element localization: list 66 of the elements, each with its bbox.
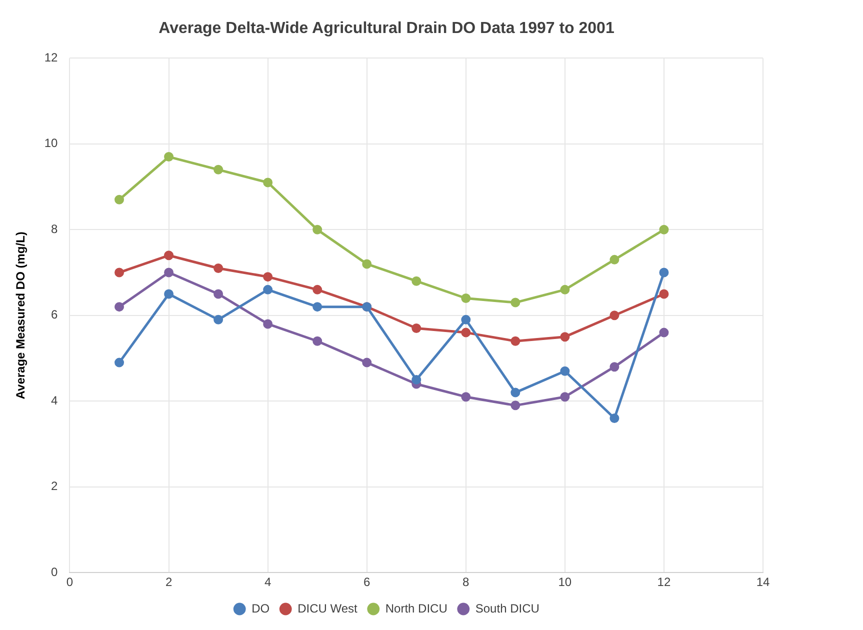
point — [114, 194, 124, 204]
point — [610, 362, 620, 372]
point — [114, 268, 124, 278]
point — [659, 224, 669, 234]
y-tick-label: 0 — [51, 564, 58, 579]
point — [461, 314, 471, 324]
point — [659, 289, 669, 299]
point — [362, 358, 372, 368]
point — [263, 284, 273, 294]
y-tick-label: 4 — [51, 393, 58, 408]
y-tick-label: 12 — [44, 50, 58, 65]
x-tick-label: 6 — [364, 575, 371, 590]
point — [263, 178, 273, 188]
point — [510, 400, 520, 410]
point — [114, 302, 124, 312]
point — [214, 289, 224, 299]
point — [114, 358, 124, 368]
point — [510, 388, 520, 398]
point — [510, 336, 520, 346]
x-tick-label: 4 — [264, 575, 272, 590]
point — [164, 268, 174, 278]
point — [263, 272, 273, 282]
y-tick-label: 10 — [44, 136, 58, 150]
legend-label: South DICU — [475, 601, 540, 616]
point — [510, 298, 520, 308]
point — [214, 314, 224, 324]
point — [214, 164, 224, 174]
point — [312, 224, 322, 234]
point — [412, 374, 422, 384]
point — [214, 263, 224, 273]
point — [164, 289, 174, 299]
point — [362, 259, 372, 269]
legend-label: DO — [252, 601, 270, 616]
y-tick-label: 6 — [51, 308, 58, 322]
point — [412, 276, 422, 286]
x-tick-label: 2 — [165, 575, 172, 590]
point — [659, 268, 669, 278]
point — [560, 366, 570, 376]
y-axis-title: Average Measured DO (mg/L) — [14, 232, 28, 400]
point — [312, 336, 322, 346]
point — [164, 152, 174, 162]
point — [412, 324, 422, 334]
point — [610, 254, 620, 264]
point — [560, 284, 570, 294]
point — [610, 310, 620, 320]
point — [610, 414, 620, 424]
point — [560, 392, 570, 402]
y-tick-label: 8 — [51, 222, 58, 236]
x-tick-label: 8 — [462, 575, 470, 590]
x-tick-label: 12 — [657, 575, 671, 590]
point — [659, 328, 669, 338]
point — [461, 294, 471, 304]
legend-label: DICU West — [298, 601, 358, 616]
point — [263, 319, 273, 329]
y-tick-label: 2 — [51, 479, 58, 494]
point — [164, 250, 174, 260]
point — [461, 328, 471, 338]
point — [312, 284, 322, 294]
x-tick-label: 14 — [756, 575, 770, 590]
chart-title: Average Delta-Wide Agricultural Drain DO Data 1997 to 2001 — [158, 20, 614, 38]
point — [461, 392, 471, 402]
point — [312, 302, 322, 312]
x-tick-label: 10 — [558, 575, 572, 590]
legend-label: North DICU — [385, 601, 448, 616]
x-tick-label: 0 — [66, 575, 74, 590]
point — [560, 332, 570, 342]
